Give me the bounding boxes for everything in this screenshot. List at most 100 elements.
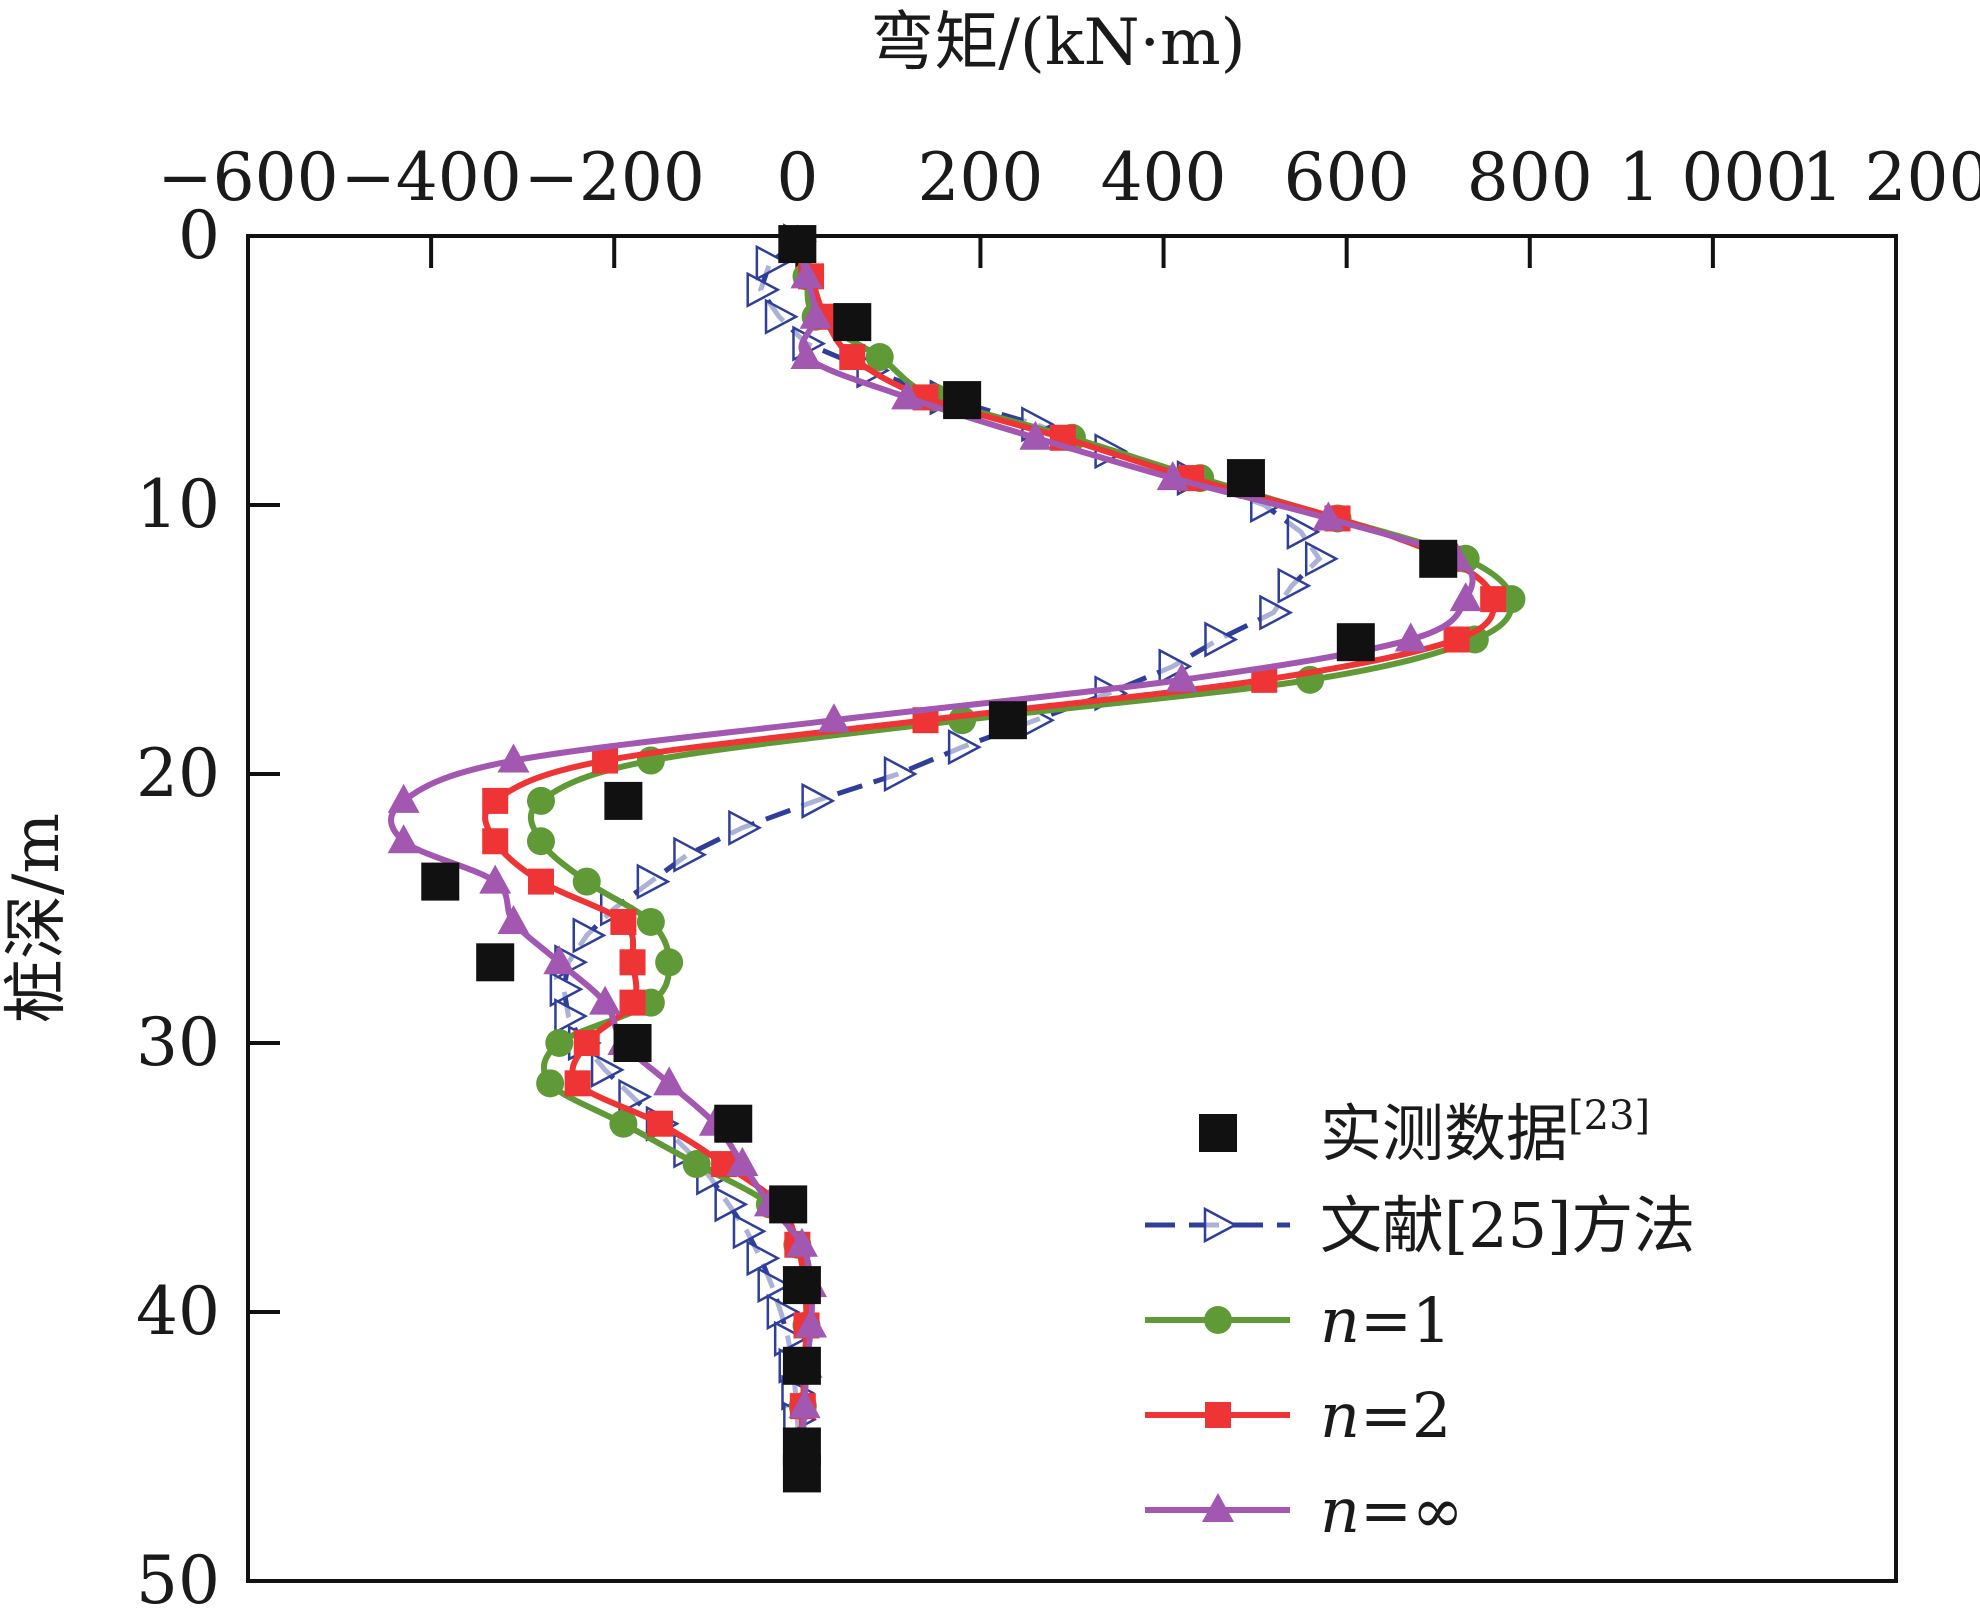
data-point	[549, 971, 584, 1008]
data-point	[610, 908, 637, 935]
data-point	[536, 1069, 565, 1098]
legend-marker	[1204, 1306, 1232, 1334]
legend-item-n-2: n=2	[1145, 1379, 1451, 1452]
legend: 实测数据[23] 文献[25]方法 n=1 n=2 n=∞	[1145, 1093, 1695, 1547]
data-point	[714, 1104, 753, 1143]
series-series	[421, 225, 1458, 1493]
data-point	[943, 381, 982, 420]
y-axis-title: 桩深/m	[0, 813, 74, 1023]
legend-marker	[1199, 1114, 1237, 1152]
data-point	[482, 787, 509, 814]
legend-item-series: 实测数据[23]	[1199, 1093, 1650, 1170]
data-point	[1419, 539, 1458, 578]
x-tick-label: 400	[1101, 139, 1227, 216]
legend-label: n=1	[1320, 1284, 1451, 1357]
legend-marker	[1203, 1206, 1238, 1244]
legend-item-25: 文献[25]方法	[1145, 1189, 1695, 1262]
data-point	[1165, 662, 1198, 692]
data-point	[572, 867, 601, 896]
data-point	[545, 1029, 574, 1057]
data-point	[947, 729, 982, 766]
data-point	[1277, 567, 1312, 604]
data-point	[613, 1024, 652, 1062]
data-point	[714, 1186, 749, 1223]
data-point	[988, 701, 1027, 740]
data-point	[1204, 621, 1239, 658]
x-tick-label: 200	[917, 139, 1043, 216]
data-point	[572, 917, 607, 954]
data-point	[790, 259, 823, 289]
x-tick-label: 600	[1284, 139, 1410, 216]
data-point	[387, 783, 420, 813]
x-tick-label: 800	[1467, 139, 1593, 216]
legend-label: 实测数据[23]	[1320, 1093, 1650, 1170]
data-point	[619, 989, 646, 1016]
data-point	[1312, 501, 1345, 531]
data-point	[604, 781, 643, 820]
data-point	[527, 868, 554, 895]
data-point	[766, 1293, 801, 1331]
data-point	[673, 836, 708, 873]
data-point	[1336, 623, 1375, 662]
data-point	[865, 343, 894, 372]
data-point	[785, 1227, 818, 1257]
data-point	[619, 949, 646, 976]
data-point	[590, 1051, 625, 1088]
y-tick-label: 10	[136, 466, 220, 543]
data-point	[1304, 540, 1339, 577]
series-n-2	[482, 228, 1507, 1460]
data-point	[833, 303, 872, 342]
data-point	[497, 743, 530, 773]
data-point	[764, 298, 799, 335]
data-point	[653, 1066, 686, 1096]
data-point	[554, 998, 589, 1035]
data-point	[526, 786, 555, 815]
legend-label: n=∞	[1320, 1474, 1464, 1547]
data-point	[732, 1213, 767, 1250]
x-tick-label: 1 200	[1802, 139, 1980, 216]
data-point	[790, 340, 823, 370]
x-tick-label: 1 000	[1618, 139, 1807, 216]
data-point	[682, 1150, 711, 1179]
data-point	[1226, 459, 1265, 498]
data-point	[564, 1070, 591, 1097]
data-point	[421, 862, 460, 901]
plot-frame	[246, 234, 1898, 1583]
data-point	[589, 985, 622, 1015]
data-point	[728, 809, 763, 846]
data-point	[801, 782, 836, 819]
data-point	[387, 824, 420, 854]
data-point	[746, 1240, 781, 1277]
data-point	[817, 703, 850, 733]
data-point	[647, 1110, 673, 1137]
data-point	[1156, 461, 1189, 491]
data-point	[839, 344, 866, 371]
data-point	[1158, 648, 1193, 685]
data-point	[782, 1454, 821, 1493]
y-tick-label: 0	[178, 197, 220, 274]
y-tick-label: 20	[136, 735, 220, 812]
data-point	[726, 1147, 759, 1177]
data-point	[1286, 513, 1321, 550]
legend-item-n-1: n=1	[1145, 1284, 1451, 1357]
data-point	[573, 1030, 600, 1056]
data-point	[757, 1267, 792, 1304]
x-tick-label: −200	[524, 139, 705, 216]
data-point	[618, 1078, 653, 1115]
x-axis-title: 弯矩/(kN·m)	[870, 6, 1245, 80]
data-point	[1443, 626, 1470, 653]
x-tick-label: −600	[157, 139, 338, 216]
data-point	[543, 945, 576, 975]
x-tick-label: 0	[776, 139, 818, 216]
data-point	[497, 904, 530, 934]
data-point	[788, 1389, 821, 1419]
data-point	[755, 244, 790, 281]
data-point	[948, 706, 977, 735]
data-point	[655, 948, 684, 977]
data-point	[1394, 622, 1427, 652]
y-tick-label: 30	[136, 1004, 220, 1081]
data-point	[1259, 594, 1294, 631]
x-tick-label: −400	[340, 139, 521, 216]
data-point	[636, 907, 665, 936]
data-point	[1019, 420, 1052, 450]
